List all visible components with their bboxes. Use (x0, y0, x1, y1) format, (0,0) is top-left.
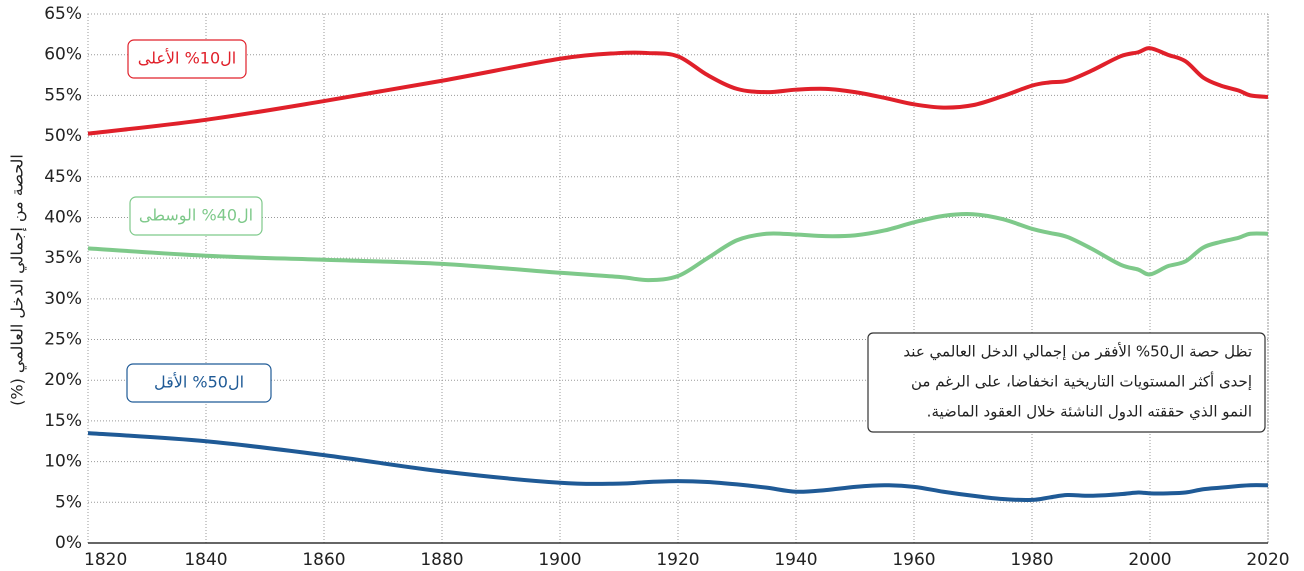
series-label-box (127, 39, 247, 79)
y-tick-label: 50% (44, 126, 82, 146)
x-tick-label: 1900 (538, 550, 581, 570)
y-tick-label: 55% (44, 85, 82, 105)
x-tick-label: 1860 (302, 550, 345, 570)
x-tick-label: 1880 (420, 550, 463, 570)
annotation-text: إحدى أكثر المستويات التاريخية انخفاضا، ع… (911, 372, 1252, 391)
y-tick-label: 20% (44, 370, 82, 390)
annotation-text: النمو الذي حققته الدول الناشئة خلال العق… (927, 403, 1252, 422)
series-label: ال50% الأقل (154, 372, 244, 392)
x-tick-label: 1960 (892, 550, 935, 570)
y-tick-label: 45% (44, 167, 82, 187)
annotation-box (867, 332, 1266, 433)
x-tick-label: 1820 (84, 550, 127, 570)
y-tick-label: 60% (44, 45, 82, 65)
x-tick-label: 2000 (1128, 550, 1171, 570)
y-tick-label: 65% (44, 4, 82, 24)
series-line (87, 46, 1269, 136)
y-tick-label: 25% (44, 330, 82, 350)
annotation-text: تظل حصة ال50% الأفقر من إجمالي الدخل الع… (903, 342, 1252, 362)
series-line (87, 431, 1269, 502)
x-tick-label: 1980 (1010, 550, 1053, 570)
series-label: ال10% الأعلى (138, 48, 236, 68)
series-label-box (129, 196, 263, 236)
y-tick-label: 5% (55, 492, 82, 512)
x-tick-label: 1920 (656, 550, 699, 570)
y-tick-label: 40% (44, 207, 82, 227)
y-tick-label: 10% (44, 452, 82, 472)
series-label: ال40% الوسطى (139, 206, 253, 226)
y-tick-label: 15% (44, 411, 82, 431)
y-tick-label: 35% (44, 248, 82, 268)
x-tick-label: 1840 (184, 550, 227, 570)
series-label-box (126, 363, 272, 403)
x-tick-label: 2020 (1246, 550, 1289, 570)
y-tick-label: 30% (44, 289, 82, 309)
y-axis-label: الحصة من إجمالي الدخل العالمي (%) (8, 154, 28, 406)
x-tick-label: 1940 (774, 550, 817, 570)
series-line (87, 212, 1269, 283)
y-tick-label: 0% (55, 533, 82, 553)
